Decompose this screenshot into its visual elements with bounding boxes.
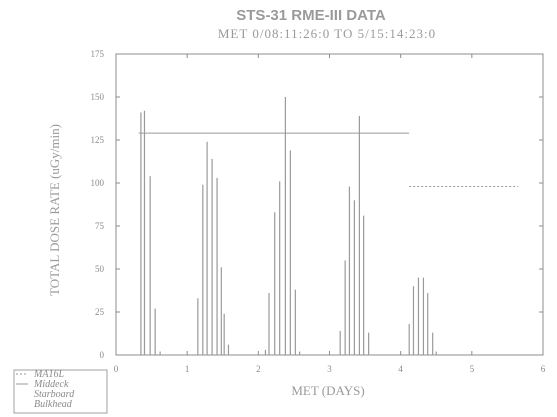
y-tick-label: 50 xyxy=(95,264,105,274)
legend-entry-starboard: Starboard xyxy=(34,389,75,400)
chart-title: STS-31 RME-III DATA xyxy=(236,7,386,24)
series-layer xyxy=(138,97,519,355)
y-axis-label: TOTAL DOSE RATE (uGy/min) xyxy=(47,124,62,296)
x-tick-label: 2 xyxy=(256,364,261,374)
y-tick-label: 25 xyxy=(95,307,105,317)
y-tick-label: 0 xyxy=(100,350,105,360)
x-axis-label: MET (DAYS) xyxy=(291,383,364,398)
legend-entry-middeck: Middeck xyxy=(33,379,69,390)
legend-entry-bulkhead: Bulkhead xyxy=(34,399,73,410)
legend-box xyxy=(13,369,108,414)
y-tick-label: 75 xyxy=(95,221,105,231)
y-tick-label: 125 xyxy=(91,135,105,145)
axes: 0 25 50 75 100 125 150 175 0 1 2 3 4 5 6 xyxy=(91,49,546,374)
x-tick-label: 3 xyxy=(327,364,332,374)
x-tick-label: 4 xyxy=(398,364,403,374)
y-tick-label: 100 xyxy=(91,178,105,188)
x-tick-label: 5 xyxy=(470,364,475,374)
x-tick-label: 6 xyxy=(541,364,546,374)
y-tick-label: 175 xyxy=(91,49,105,59)
legend-entry-ma16l: MA16L xyxy=(33,369,64,380)
plot-frame xyxy=(115,53,544,356)
y-tick-label: 150 xyxy=(91,92,105,102)
chart-subtitle: MET 0/08:11:26:0 TO 5/15:14:23:0 xyxy=(218,26,436,41)
x-tick-label: 0 xyxy=(114,364,119,374)
x-tick-label: 1 xyxy=(185,364,190,374)
